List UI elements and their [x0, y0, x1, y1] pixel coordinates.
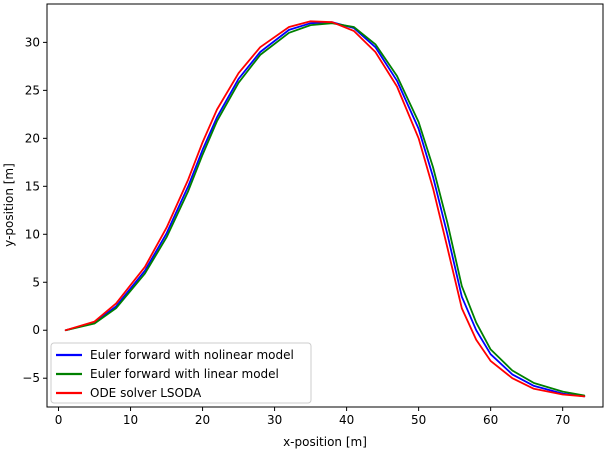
x-tick-label: 70 — [555, 413, 570, 427]
y-tick-label: 10 — [25, 227, 40, 241]
y-tick-label: −5 — [22, 371, 40, 385]
y-tick-label: 0 — [32, 323, 40, 337]
series-line-1 — [64, 22, 586, 397]
legend: Euler forward with nolinear model Euler f… — [50, 342, 312, 404]
plot-frame — [47, 4, 603, 407]
x-tick-label: 0 — [55, 413, 63, 427]
axes-border — [46, 3, 604, 408]
x-tick-label: 30 — [267, 413, 282, 427]
x-tick-label: 40 — [339, 413, 354, 427]
y-tick-label: 25 — [25, 83, 40, 97]
y-axis-label: y-position [m] — [2, 163, 16, 247]
plot-area — [46, 3, 604, 408]
y-tick-label: 15 — [25, 179, 40, 193]
y-tick-label: 20 — [25, 131, 40, 145]
x-tick-label: 50 — [411, 413, 426, 427]
x-axis-ticks: 0 10 20 30 40 50 60 70 — [55, 407, 570, 427]
x-axis-label: x-position [m] — [283, 435, 367, 449]
series-layer — [64, 20, 586, 398]
y-tick-label: 5 — [32, 275, 40, 289]
legend-label-0: Euler forward with nolinear model — [90, 348, 294, 362]
legend-items: Euler forward with nolinear model Euler f… — [56, 348, 294, 400]
y-tick-label: 30 — [25, 35, 40, 49]
legend-label-1: Euler forward with linear model — [90, 367, 279, 381]
x-tick-label: 60 — [483, 413, 498, 427]
legend-box — [50, 342, 312, 404]
series-line-2 — [64, 20, 586, 398]
x-tick-label: 20 — [195, 413, 210, 427]
x-tick-label: 10 — [123, 413, 138, 427]
y-axis-ticks: −5 0 5 10 15 20 25 30 — [22, 35, 47, 385]
legend-label-2: ODE solver LSODA — [90, 386, 202, 400]
